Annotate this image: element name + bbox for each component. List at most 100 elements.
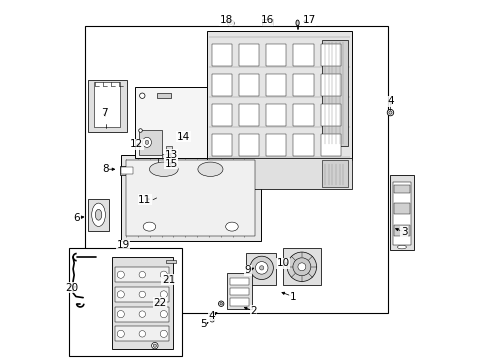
Bar xyxy=(112,257,172,348)
Bar xyxy=(115,307,169,321)
Bar xyxy=(69,248,182,356)
Ellipse shape xyxy=(259,266,264,270)
Ellipse shape xyxy=(295,20,299,26)
Ellipse shape xyxy=(142,137,151,147)
Bar xyxy=(265,134,286,156)
Bar xyxy=(115,326,169,341)
Text: 20: 20 xyxy=(65,283,78,293)
Ellipse shape xyxy=(218,301,224,306)
Bar xyxy=(265,44,286,66)
Bar xyxy=(230,278,248,285)
Ellipse shape xyxy=(255,262,267,274)
Bar xyxy=(262,21,271,25)
Ellipse shape xyxy=(117,291,124,298)
Ellipse shape xyxy=(145,140,148,144)
Bar xyxy=(392,182,410,244)
Bar xyxy=(320,44,340,66)
Ellipse shape xyxy=(286,252,316,282)
Bar xyxy=(393,185,409,193)
Polygon shape xyxy=(121,155,260,241)
Bar xyxy=(293,104,313,126)
Bar xyxy=(238,134,259,156)
Text: 1: 1 xyxy=(289,292,296,302)
Polygon shape xyxy=(88,199,109,231)
Ellipse shape xyxy=(297,263,305,271)
Polygon shape xyxy=(389,175,413,250)
Bar xyxy=(320,74,340,95)
Ellipse shape xyxy=(117,330,124,337)
Text: 19: 19 xyxy=(117,240,130,250)
Ellipse shape xyxy=(153,344,156,347)
Bar xyxy=(211,134,231,156)
Ellipse shape xyxy=(160,311,167,318)
Polygon shape xyxy=(94,82,120,127)
Ellipse shape xyxy=(139,291,145,298)
Text: 16: 16 xyxy=(261,15,274,26)
Polygon shape xyxy=(139,130,162,155)
Bar xyxy=(321,160,348,187)
Ellipse shape xyxy=(227,20,234,27)
Ellipse shape xyxy=(139,330,145,337)
Bar xyxy=(261,19,273,26)
Text: 21: 21 xyxy=(162,275,175,285)
Ellipse shape xyxy=(225,222,238,231)
Ellipse shape xyxy=(198,162,223,176)
Bar xyxy=(393,225,409,235)
Bar xyxy=(245,253,276,285)
Ellipse shape xyxy=(139,311,145,318)
Text: 7: 7 xyxy=(101,108,107,118)
Bar xyxy=(321,40,348,146)
Polygon shape xyxy=(165,260,176,263)
Bar xyxy=(320,104,340,126)
Ellipse shape xyxy=(388,111,391,114)
Bar xyxy=(211,74,231,95)
Bar xyxy=(293,134,313,156)
Ellipse shape xyxy=(249,256,273,279)
Ellipse shape xyxy=(139,271,145,278)
Bar xyxy=(265,104,286,126)
Ellipse shape xyxy=(229,22,232,25)
Text: 14: 14 xyxy=(177,132,190,142)
Polygon shape xyxy=(156,93,171,98)
Bar xyxy=(206,31,351,160)
Bar xyxy=(238,74,259,95)
Bar xyxy=(135,87,206,158)
Ellipse shape xyxy=(139,129,142,132)
Ellipse shape xyxy=(160,330,167,337)
Bar xyxy=(238,44,259,66)
Ellipse shape xyxy=(117,311,124,318)
Text: 22: 22 xyxy=(153,298,166,308)
Bar xyxy=(120,166,135,175)
Bar xyxy=(393,203,409,214)
Ellipse shape xyxy=(92,203,105,226)
Text: 17: 17 xyxy=(302,15,315,26)
Ellipse shape xyxy=(160,271,167,278)
Ellipse shape xyxy=(143,222,155,231)
Ellipse shape xyxy=(160,291,167,298)
Ellipse shape xyxy=(386,109,393,116)
Bar xyxy=(115,287,169,302)
Ellipse shape xyxy=(95,210,102,220)
Bar xyxy=(320,134,340,156)
Text: 12: 12 xyxy=(130,139,143,149)
Bar xyxy=(293,44,313,66)
Text: 2: 2 xyxy=(250,306,256,316)
Text: 13: 13 xyxy=(164,150,177,160)
Bar xyxy=(238,104,259,126)
Ellipse shape xyxy=(139,93,144,98)
Bar xyxy=(211,104,231,126)
Text: 15: 15 xyxy=(164,159,177,169)
Text: 8: 8 xyxy=(102,164,108,174)
Bar xyxy=(283,248,320,285)
Bar xyxy=(211,44,231,66)
Bar xyxy=(227,273,251,309)
Bar xyxy=(206,158,351,189)
Bar xyxy=(230,298,248,306)
Text: 9: 9 xyxy=(244,265,251,275)
Bar xyxy=(121,167,133,174)
Bar xyxy=(85,26,387,313)
Text: 5: 5 xyxy=(200,319,206,329)
Ellipse shape xyxy=(292,258,310,276)
Text: 18: 18 xyxy=(220,15,233,26)
Polygon shape xyxy=(166,145,172,153)
